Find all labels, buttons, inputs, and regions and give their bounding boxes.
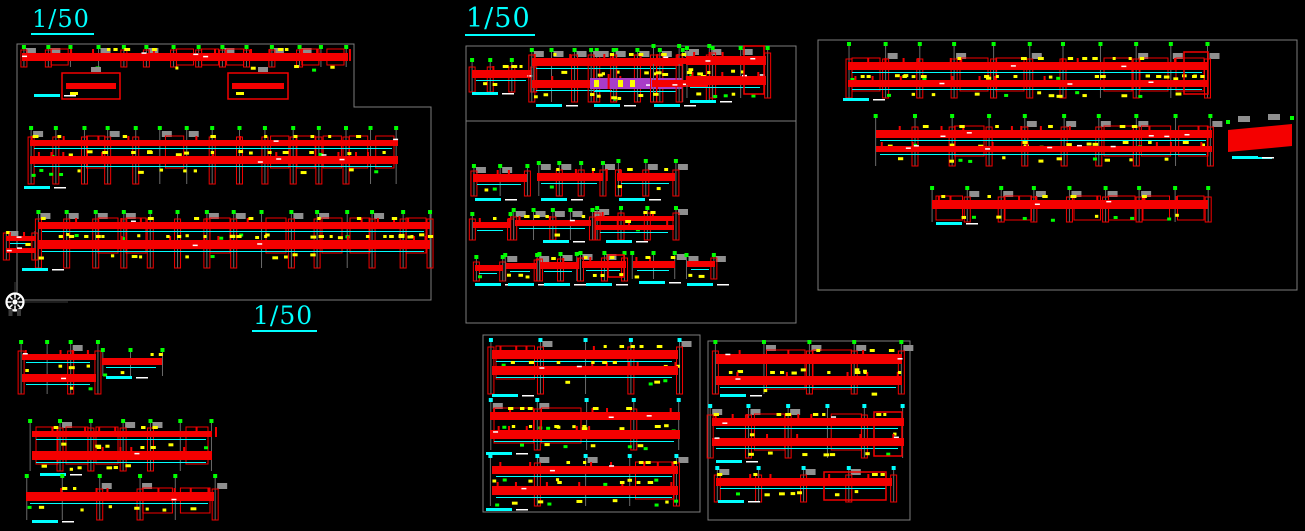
scale-label-top-middle: 1/50 (465, 5, 535, 36)
scale-label-bottom: 1/50 (252, 303, 318, 332)
ucs-orbit-icon (5, 282, 68, 316)
scale-label-top-left: 1/50 (31, 7, 94, 35)
